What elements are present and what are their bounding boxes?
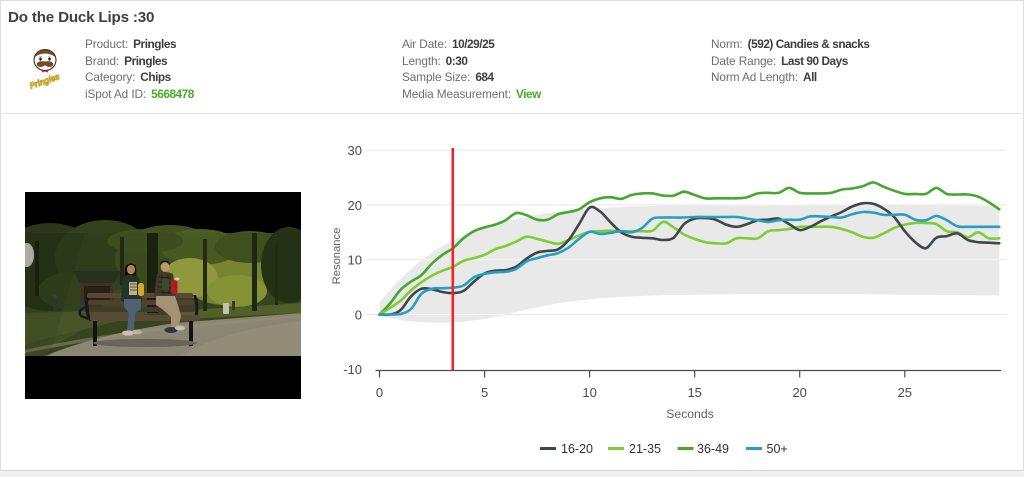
svg-text:50+: 50+ [767, 442, 788, 456]
svg-text:10: 10 [348, 253, 362, 268]
svg-text:21-35: 21-35 [629, 442, 661, 456]
svg-text:0: 0 [355, 307, 362, 322]
svg-text:-10: -10 [343, 362, 362, 377]
svg-text:5: 5 [481, 385, 488, 400]
svg-text:0: 0 [376, 385, 383, 400]
svg-text:25: 25 [898, 385, 912, 400]
svg-text:16-20: 16-20 [561, 442, 593, 456]
svg-text:15: 15 [687, 385, 701, 400]
svg-text:20: 20 [348, 198, 362, 213]
svg-text:Resonance: Resonance [331, 228, 343, 285]
svg-text:36-49: 36-49 [697, 442, 729, 456]
svg-text:10: 10 [582, 385, 596, 400]
svg-text:30: 30 [348, 143, 362, 158]
svg-text:20: 20 [792, 385, 806, 400]
svg-text:Seconds: Seconds [666, 407, 713, 421]
